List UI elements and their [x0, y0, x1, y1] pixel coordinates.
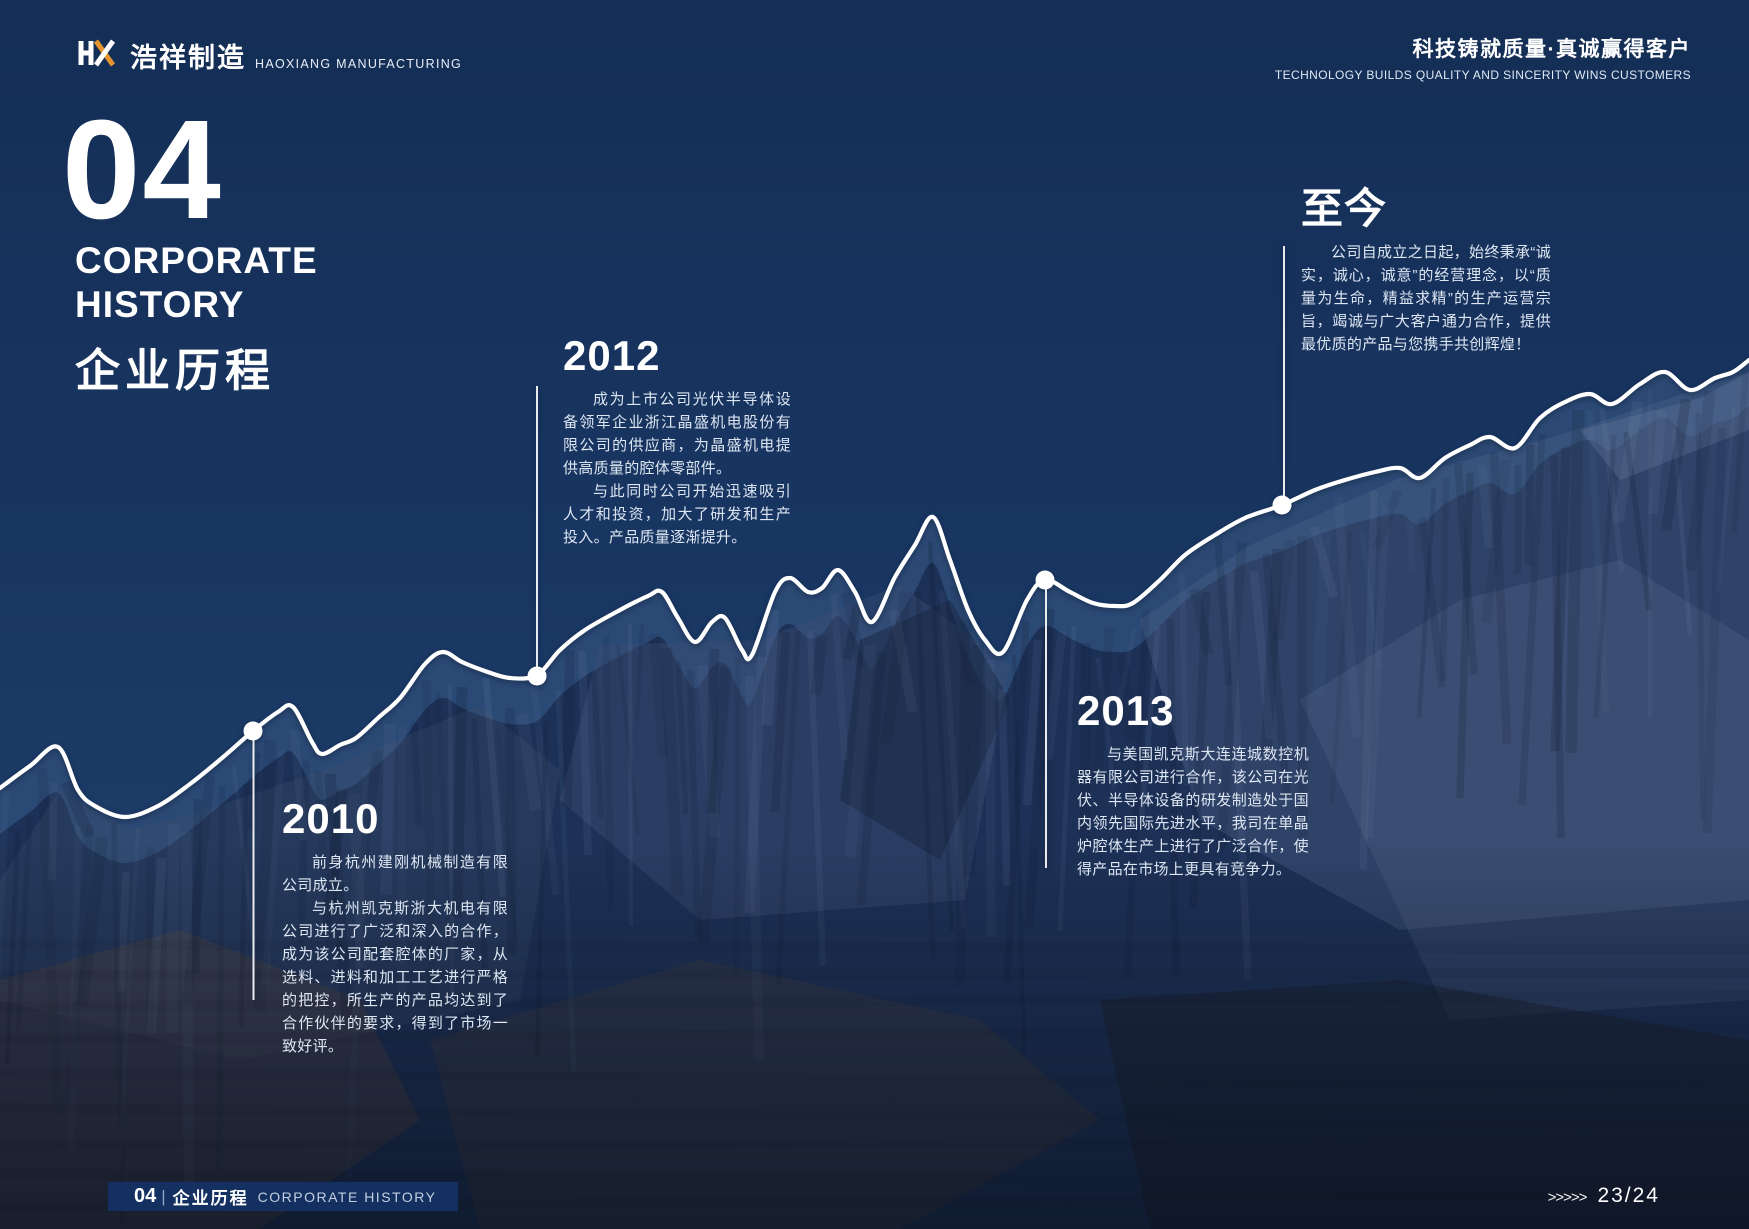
milestone-paragraph: 成为上市公司光伏半导体设备领军企业浙江晶盛机电股份有限公司的供应商，为晶盛机电提… — [563, 391, 791, 477]
milestone-paragraph: 前身杭州建刚机械制造有限公司成立。 — [282, 854, 508, 894]
timeline-dot-2010 — [243, 721, 263, 741]
chapter-title-en: CORPORATE HISTORY — [75, 239, 318, 327]
milestone-year: 2010 — [282, 795, 380, 842]
footer-divider: | — [161, 1186, 166, 1206]
company-logo: 浩祥制造 HAOXIANG MANUFACTURING — [74, 36, 462, 75]
timeline-dot-2012 — [527, 666, 547, 686]
milestone-now: 至今 公司自成立之日起，始终秉承“诚实，诚心，诚意”的经营理念，以“质量为生命，… — [1301, 188, 1551, 356]
milestone-year: 2012 — [563, 332, 661, 379]
milestone-year: 至今 — [1301, 185, 1388, 232]
milestone-2013: 2013 与美国凯克斯大连连城数控机器有限公司进行合作，该公司在光伏、半导体设备… — [1077, 690, 1309, 881]
milestone-paragraph: 与此同时公司开始迅速吸引人才和投资，加大了研发和生产投入。产品质量逐渐提升。 — [563, 483, 791, 546]
chevrons-icon: >>>>> — [1547, 1189, 1588, 1206]
milestone-paragraph: 公司自成立之日起，始终秉承“诚实，诚心，诚意”的经营理念，以“质量为生命，精益求… — [1301, 244, 1551, 353]
growth-curve — [0, 357, 1749, 820]
page-number: 23/24 — [1597, 1184, 1660, 1207]
milestone-paragraph: 与杭州凯克斯浙大机电有限公司进行了广泛和深入的合作，成为该公司配套腔体的厂家，从… — [282, 900, 508, 1055]
slogan-en: TECHNOLOGY BUILDS QUALITY AND SINCERITY … — [1274, 68, 1691, 82]
logo-name-cn: 浩祥制造 — [130, 43, 246, 73]
chapter-number: 04 — [62, 90, 223, 248]
footer-chapter-bar: 04 | 企业历程 CORPORATE HISTORY — [108, 1182, 458, 1211]
footer-chapter-cn: 企业历程 — [172, 1189, 249, 1208]
milestone-paragraph: 与美国凯克斯大连连城数控机器有限公司进行合作，该公司在光伏、半导体设备的研发制造… — [1077, 746, 1309, 878]
timeline-dot-2013 — [1035, 570, 1055, 590]
milestone-2010: 2010 前身杭州建刚机械制造有限公司成立。 与杭州凯克斯浙大机电有限公司进行了… — [282, 798, 508, 1058]
chapter-title-en-line2: HISTORY — [75, 284, 245, 325]
logo-hx-icon — [74, 36, 120, 75]
footer-chapter-en: CORPORATE HISTORY — [257, 1188, 437, 1205]
milestone-2012: 2012 成为上市公司光伏半导体设备领军企业浙江晶盛机电股份有限公司的供应商，为… — [563, 335, 791, 549]
chapter-title-en-line1: CORPORATE — [75, 240, 318, 281]
chapter-title-cn: 企业历程 — [75, 345, 276, 396]
page-indicator: >>>>> 23/24 — [1548, 1184, 1660, 1208]
logo-name-en: HAOXIANG MANUFACTURING — [255, 57, 463, 71]
milestone-year: 2013 — [1077, 687, 1175, 734]
footer-chapter-number: 04 — [134, 1185, 157, 1207]
timeline-dot-now — [1272, 495, 1292, 515]
header-slogan: 科技铸就质量·真诚赢得客户 TECHNOLOGY BUILDS QUALITY … — [1275, 33, 1691, 82]
slogan-cn: 科技铸就质量·真诚赢得客户 — [1412, 38, 1691, 61]
